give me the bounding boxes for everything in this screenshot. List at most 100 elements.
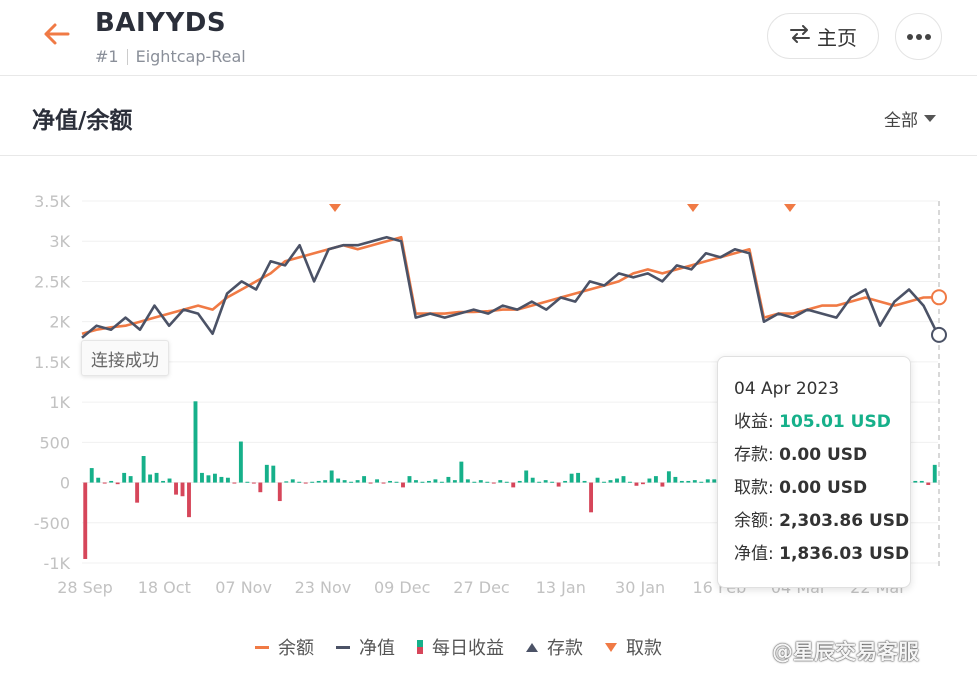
daily-profit-bar <box>277 482 282 502</box>
daily-profit-bar <box>323 480 328 483</box>
daily-profit-bar <box>161 480 166 483</box>
daily-profit-bar <box>148 474 153 483</box>
daily-profit-bar <box>206 475 211 483</box>
withdraw-marker <box>329 204 341 212</box>
x-tick-label: 30 Jan <box>615 578 665 597</box>
divider <box>126 48 128 65</box>
y-tick-label: 2K <box>49 313 70 332</box>
tooltip-row-withdraw: 取款: 0.00 USD <box>734 478 868 498</box>
x-tick-label: 27 Dec <box>453 578 509 597</box>
rank-label: #1 <box>95 47 119 66</box>
daily-profit-bar <box>193 401 198 483</box>
equity-balance-chart[interactable]: 3.5K 3K 2.5K 2K 1.5K 1K 500 0 -500 -1K 28 Sep 18 Oc… <box>0 156 977 626</box>
legend-daily-profit[interactable]: 每日收益 <box>417 634 504 660</box>
daily-profit-bar <box>433 479 438 483</box>
daily-profit-bar <box>426 480 431 483</box>
daily-profit-bar <box>342 480 347 483</box>
daily-profit-bar <box>556 482 561 487</box>
x-tick-label: 28 Sep <box>57 578 113 597</box>
legend-withdraw[interactable]: 取款 <box>605 634 662 660</box>
daily-profit-bar <box>264 464 269 483</box>
daily-profit-bar <box>504 481 509 483</box>
y-tick-label: 3K <box>49 232 70 251</box>
daily-profit-bar <box>498 480 503 483</box>
withdraw-marker <box>784 204 796 212</box>
daily-profit-bar <box>634 482 639 486</box>
daily-profit-bar <box>362 476 367 483</box>
daily-profit-bar <box>692 480 697 483</box>
daily-profit-bar <box>115 482 120 485</box>
daily-profit-bar <box>122 472 127 483</box>
watermark-text: @星辰交易客服 <box>772 640 919 664</box>
daily-profit-bar <box>96 477 101 483</box>
legend-equity[interactable]: 净值 <box>336 634 395 660</box>
account-subtitle: #1 Eightcap-Real <box>95 47 246 66</box>
daily-profit-bar <box>705 479 710 483</box>
daily-profit-bar <box>368 482 373 484</box>
daily-profit-bar <box>297 481 302 483</box>
legend-deposit[interactable]: 存款 <box>526 634 583 660</box>
daily-profit-bar <box>375 479 380 483</box>
home-button-label: 主页 <box>817 25 857 50</box>
daily-profit-bar <box>154 472 159 483</box>
daily-profit-bar <box>394 481 399 483</box>
y-tick-label: 3.5K <box>34 192 70 211</box>
daily-profit-bar <box>478 480 483 483</box>
tooltip-row-balance: 余额: 2,303.86 USD <box>734 511 910 531</box>
chevron-down-icon <box>924 115 936 122</box>
daily-profit-bar <box>647 478 652 483</box>
daily-profit-bar <box>420 481 425 483</box>
daily-profit-bar <box>271 465 276 483</box>
range-filter-dropdown[interactable]: 全部 <box>884 106 936 131</box>
daily-profit-bar <box>524 470 529 483</box>
chart-header: 净值/余额 全部 <box>0 76 977 156</box>
daily-profit-bar <box>615 478 619 483</box>
equity-line <box>81 235 940 339</box>
daily-profit-bar <box>303 482 308 484</box>
daily-profit-bar <box>109 480 114 483</box>
daily-profit-bar <box>465 479 470 483</box>
daily-profit-bar <box>225 477 230 483</box>
daily-profit-bar <box>187 482 191 518</box>
daily-profit-bar <box>491 482 496 484</box>
range-filter-label: 全部 <box>884 111 918 131</box>
daily-profit-bar <box>401 482 405 488</box>
daily-profit-bar <box>180 482 185 497</box>
daily-profit-bar <box>290 479 295 483</box>
daily-profit-bar <box>135 482 140 503</box>
daily-profit-bar <box>141 456 146 483</box>
daily-profit-bar <box>666 471 671 483</box>
daily-profit-bar <box>472 481 477 483</box>
x-tick-label: 13 Jan <box>536 578 586 597</box>
y-tick-label: 2.5K <box>34 272 70 291</box>
daily-profit-bar <box>349 481 354 483</box>
daily-profit-bar <box>932 464 937 483</box>
x-tick-label: 23 Nov <box>295 578 352 597</box>
daily-profit-bar <box>446 476 451 483</box>
y-tick-label: -1K <box>44 554 71 573</box>
daily-profit-bar <box>316 480 321 483</box>
daily-profit-bar <box>232 482 237 484</box>
x-tick-label: 09 Dec <box>374 578 430 597</box>
legend-balance[interactable]: 余额 <box>255 634 314 660</box>
daily-profit-bar <box>219 476 224 483</box>
y-tick-label: 1K <box>49 393 70 412</box>
daily-profit-bar <box>712 479 717 483</box>
home-button[interactable]: 主页 <box>767 13 879 59</box>
swap-icon <box>789 24 811 48</box>
daily-profit-bar <box>174 482 178 495</box>
daily-profit-bar <box>686 480 691 483</box>
tooltip-row-profit: 收益: 105.01 USD <box>734 412 891 432</box>
daily-profit-bar <box>83 482 88 559</box>
daily-profit-bar <box>414 480 418 483</box>
y-tick-label: 0 <box>60 474 70 493</box>
more-options-button[interactable] <box>895 13 942 60</box>
daily-profit-bar <box>621 476 626 483</box>
tooltip-date: 04 Apr 2023 <box>734 379 840 399</box>
daily-profit-bar <box>563 480 568 483</box>
daily-profit-bar <box>355 480 360 483</box>
daily-profit-bar <box>459 461 464 483</box>
chart-tooltip: 04 Apr 2023 收益: 105.01 USD 存款: 0.00 USD … <box>717 356 911 588</box>
daily-profit-bar <box>660 482 665 487</box>
back-arrow-icon[interactable] <box>40 18 72 50</box>
